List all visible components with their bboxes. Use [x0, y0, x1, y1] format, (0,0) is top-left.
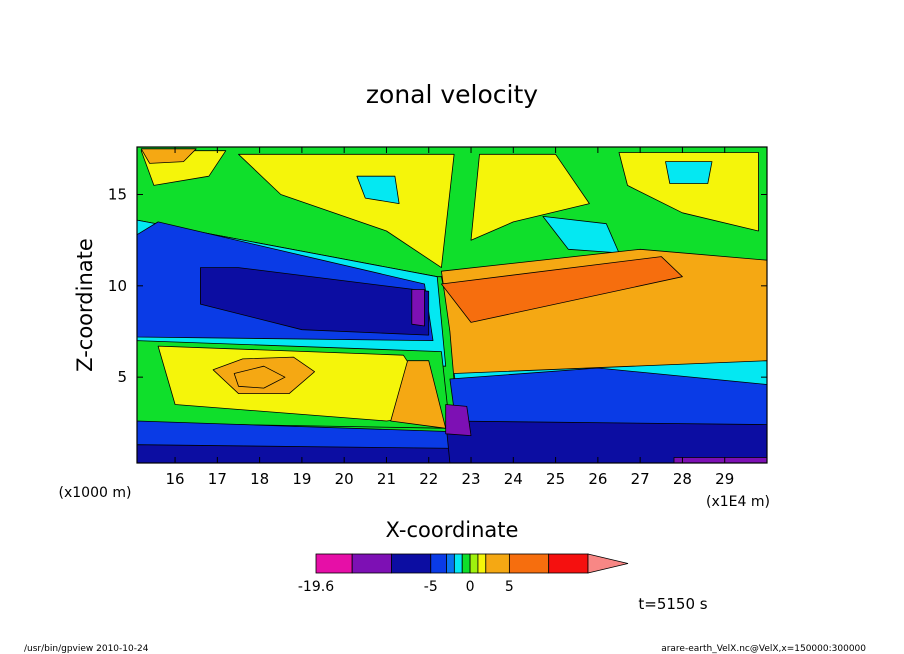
x-tick-label: 29 [715, 470, 734, 488]
colorbar-extend-arrow [587, 553, 629, 574]
x-tick-label: 21 [377, 470, 396, 488]
contour-region-upper-cyan-patch-3 [356, 175, 400, 205]
contour-region-upper-yellow-center [238, 153, 455, 269]
x-tick-label: 25 [546, 470, 565, 488]
colorbar-tick-label: -19.6 [298, 579, 334, 595]
x-tick-label: 28 [673, 470, 692, 488]
x-tick-label: 23 [461, 470, 480, 488]
x-tick-label: 20 [335, 470, 354, 488]
colorbar-segment [477, 553, 487, 574]
x-tick-label: 18 [250, 470, 269, 488]
x-tick-label: 26 [588, 470, 607, 488]
contour-region-upper-yellow-right [470, 153, 590, 241]
y-unit-label: (x1000 m) [59, 485, 132, 501]
y-tick-label: 5 [117, 368, 127, 386]
colorbar-segment [548, 553, 589, 574]
y-axis-label: Z-coordinate [73, 238, 97, 372]
colorbar-segment [430, 553, 447, 574]
footer-left: /usr/bin/gpview 2010-10-24 [24, 644, 149, 654]
plot-frame [136, 146, 768, 464]
x-tick-label: 16 [166, 470, 185, 488]
contour-region-purple-core-upper [411, 289, 425, 327]
contour-region-purple-lower [445, 404, 472, 437]
colorbar-tick-label: 5 [505, 579, 514, 595]
contour-region-top-left-orange [140, 148, 197, 164]
x-axis-label: X-coordinate [386, 518, 519, 542]
y-tick-label: 15 [108, 185, 127, 203]
colorbar-tick-label: 0 [466, 579, 475, 595]
x-unit-label: (x1E4 m) [706, 494, 770, 510]
colorbar-segment [446, 553, 455, 574]
x-tick-label: 27 [631, 470, 650, 488]
contour-region-right-darkblue-bottom [445, 420, 767, 463]
colorbar-segment [351, 553, 392, 574]
colorbar-segment [315, 553, 353, 574]
plot-area [137, 147, 767, 463]
x-tick-label: 22 [419, 470, 438, 488]
colorbar-segment [453, 553, 463, 574]
colorbar [315, 553, 629, 574]
contour-regions [137, 147, 767, 463]
x-tick-label: 19 [292, 470, 311, 488]
contour-region-lower-left-darkblue [137, 444, 464, 463]
colorbar-segment [461, 553, 471, 574]
y-axis-ticks: 5 10 15 [108, 185, 767, 386]
colorbar-segment [508, 553, 550, 574]
colorbar-segment [469, 553, 479, 574]
contour-region-upper-yellow-far-right [618, 152, 759, 232]
contour-region-right-orange-core [440, 256, 683, 323]
colorbar-segment [391, 553, 432, 574]
chart-title: zonal velocity [366, 80, 538, 109]
time-label: t=5150 s [638, 595, 707, 613]
x-tick-label: 17 [208, 470, 227, 488]
contour-region-dark-blue-core [199, 267, 430, 336]
footer-right: arare-earth_VelX.nc@VelX,x=150000:300000 [661, 644, 866, 654]
colorbar-tick-label: -5 [424, 579, 438, 595]
colorbar-tick-labels: -19.6 -5 0 5 [298, 579, 514, 595]
x-tick-label: 24 [504, 470, 523, 488]
y-tick-label: 10 [108, 277, 127, 295]
contour-region-orange-lens-core [233, 365, 286, 389]
colorbar-segment [485, 553, 510, 574]
contour-region-upper-cyan-patch-2 [665, 161, 713, 184]
x-axis-ticks: 16 17 18 19 20 21 22 23 24 25 26 27 28 29 [166, 147, 734, 488]
contour-region-purple-bottom-right [673, 457, 767, 463]
